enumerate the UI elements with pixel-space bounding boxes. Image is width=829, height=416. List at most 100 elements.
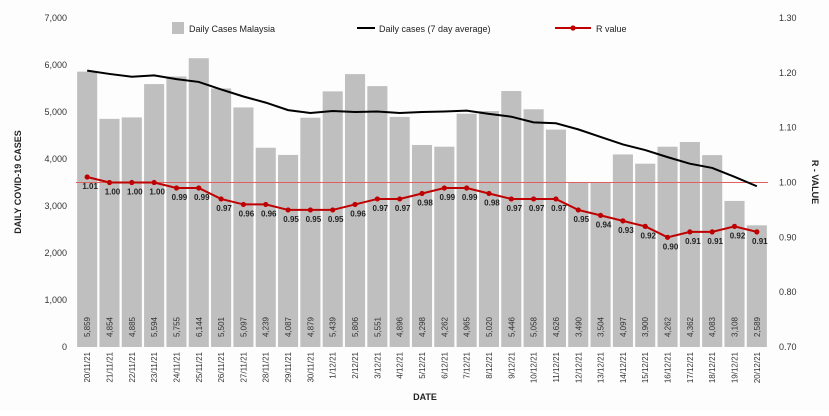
r-value-point xyxy=(151,179,157,186)
r-value-point xyxy=(397,196,403,202)
y-left-tick-label: 1,000 xyxy=(44,295,67,305)
r-value-point xyxy=(84,174,90,180)
bar-value-label: 5,551 xyxy=(373,316,382,337)
r-value-label: 1.00 xyxy=(105,188,121,197)
y-left-tick-label: 7,000 xyxy=(44,13,67,23)
r-value-label: 0.97 xyxy=(395,204,411,213)
bar-value-label: 3,504 xyxy=(597,316,606,337)
x-tick-label: 24/11/21 xyxy=(172,351,181,382)
bar-value-label: 4,298 xyxy=(418,316,427,337)
legend-label-average: Daily cases (7 day average) xyxy=(379,24,491,34)
bar-value-label: 4,965 xyxy=(463,316,472,337)
bar xyxy=(344,74,366,348)
r-value-label: 0.95 xyxy=(573,215,589,224)
r-value-point xyxy=(173,185,180,191)
r-value-label: 0.91 xyxy=(707,237,723,246)
r-value-point xyxy=(285,207,291,213)
x-tick-label: 27/11/21 xyxy=(239,351,248,382)
r-value-label: 0.99 xyxy=(440,193,456,202)
r-value-point xyxy=(419,190,425,197)
bar xyxy=(188,58,209,347)
r-value-label: 0.91 xyxy=(685,237,701,246)
r-value-label: 0.96 xyxy=(239,209,255,218)
r-value-point xyxy=(263,201,269,208)
r-value-label: 1.00 xyxy=(127,188,143,197)
bar-value-label: 5,594 xyxy=(150,316,159,337)
x-tick-label: 2/12/21 xyxy=(351,351,360,378)
r-value-point xyxy=(531,196,537,202)
r-value-label: 0.90 xyxy=(663,242,679,251)
x-tick-label: 7/12/21 xyxy=(463,351,472,378)
bar xyxy=(278,154,299,347)
r-value-point xyxy=(508,196,514,202)
r-value-label: 0.92 xyxy=(730,231,746,240)
r-value-label: 1.00 xyxy=(149,188,165,197)
x-tick-label: 6/12/21 xyxy=(440,351,449,378)
r-value-point xyxy=(731,223,738,229)
r-value-point xyxy=(664,234,671,240)
y-right-tick-label: 0.90 xyxy=(779,232,797,242)
r-value-point xyxy=(106,179,113,186)
r-value-point xyxy=(687,229,693,235)
y-right-tick-label: 1.00 xyxy=(779,178,797,188)
bar-value-label: 4,896 xyxy=(396,316,405,337)
r-value-label: 0.95 xyxy=(283,215,299,224)
r-value-label: 0.97 xyxy=(529,204,545,213)
r-value-label: 0.93 xyxy=(618,226,634,235)
x-tick-label: 4/12/21 xyxy=(396,351,405,378)
bar-value-label: 4,854 xyxy=(105,316,114,337)
bar-value-label: 3,490 xyxy=(574,316,583,337)
legend-label-bars: Daily Cases Malaysia xyxy=(189,24,275,34)
x-tick-label: 18/12/21 xyxy=(708,351,717,383)
x-tick-label: 20/12/21 xyxy=(753,351,762,383)
x-tick-label: 1/12/21 xyxy=(329,351,338,378)
r-value-point xyxy=(218,196,224,202)
bar xyxy=(144,84,165,347)
r-value-label: 0.98 xyxy=(417,198,433,207)
y-axis-left-title: DAILY COVID-19 CASES xyxy=(13,130,23,234)
bar xyxy=(746,225,767,347)
x-tick-label: 25/11/21 xyxy=(195,351,204,382)
x-tick-label: 11/12/21 xyxy=(552,351,561,382)
r-value-point xyxy=(330,207,336,213)
bar xyxy=(657,146,678,347)
bar-value-label: 5,806 xyxy=(351,316,360,337)
x-tick-label: 13/12/21 xyxy=(597,351,606,383)
r-value-label: 0.96 xyxy=(261,209,277,218)
y-left-tick-label: 6,000 xyxy=(44,60,67,70)
bar-value-label: 4,879 xyxy=(306,316,315,337)
r-value-label: 0.97 xyxy=(551,204,567,213)
r-value-label: 0.96 xyxy=(350,209,366,218)
r-value-label: 0.92 xyxy=(640,231,656,240)
bar xyxy=(635,163,656,347)
bar-value-label: 5,097 xyxy=(239,316,248,337)
r-value-point xyxy=(620,218,626,224)
y-right-tick-label: 0.70 xyxy=(779,342,797,352)
r-value-point xyxy=(129,179,135,186)
bar xyxy=(702,155,723,347)
x-tick-label: 8/12/21 xyxy=(485,351,494,378)
r-value-point xyxy=(754,229,760,235)
bar-value-label: 4,362 xyxy=(686,316,695,337)
x-tick-label: 20/11/21 xyxy=(83,351,92,382)
bar-value-label: 4,626 xyxy=(552,316,561,337)
bar-value-label: 2,589 xyxy=(753,316,762,337)
x-tick-label: 10/12/21 xyxy=(530,351,539,383)
bar xyxy=(434,146,455,347)
r-value-label: 0.97 xyxy=(373,204,389,213)
bar xyxy=(99,118,120,347)
bar-value-label: 4,262 xyxy=(440,316,449,337)
r-value-label: 0.94 xyxy=(596,220,612,229)
bar xyxy=(501,91,522,347)
x-tick-label: 26/11/21 xyxy=(217,351,226,382)
bar xyxy=(724,200,745,347)
x-tick-label: 12/12/21 xyxy=(574,351,583,383)
r-value-label: 0.99 xyxy=(172,193,188,202)
y-axis-right-title: R - VALUE xyxy=(810,160,820,204)
y-right-tick-label: 1.20 xyxy=(779,68,797,78)
x-tick-label: 16/12/21 xyxy=(664,351,673,383)
bar xyxy=(679,141,700,347)
x-tick-label: 3/12/21 xyxy=(373,351,382,378)
bar-series: 5,859 4,854 4,885 5,594 5,755 6,144 5,501 5,097… xyxy=(77,58,767,348)
bar xyxy=(322,91,343,348)
